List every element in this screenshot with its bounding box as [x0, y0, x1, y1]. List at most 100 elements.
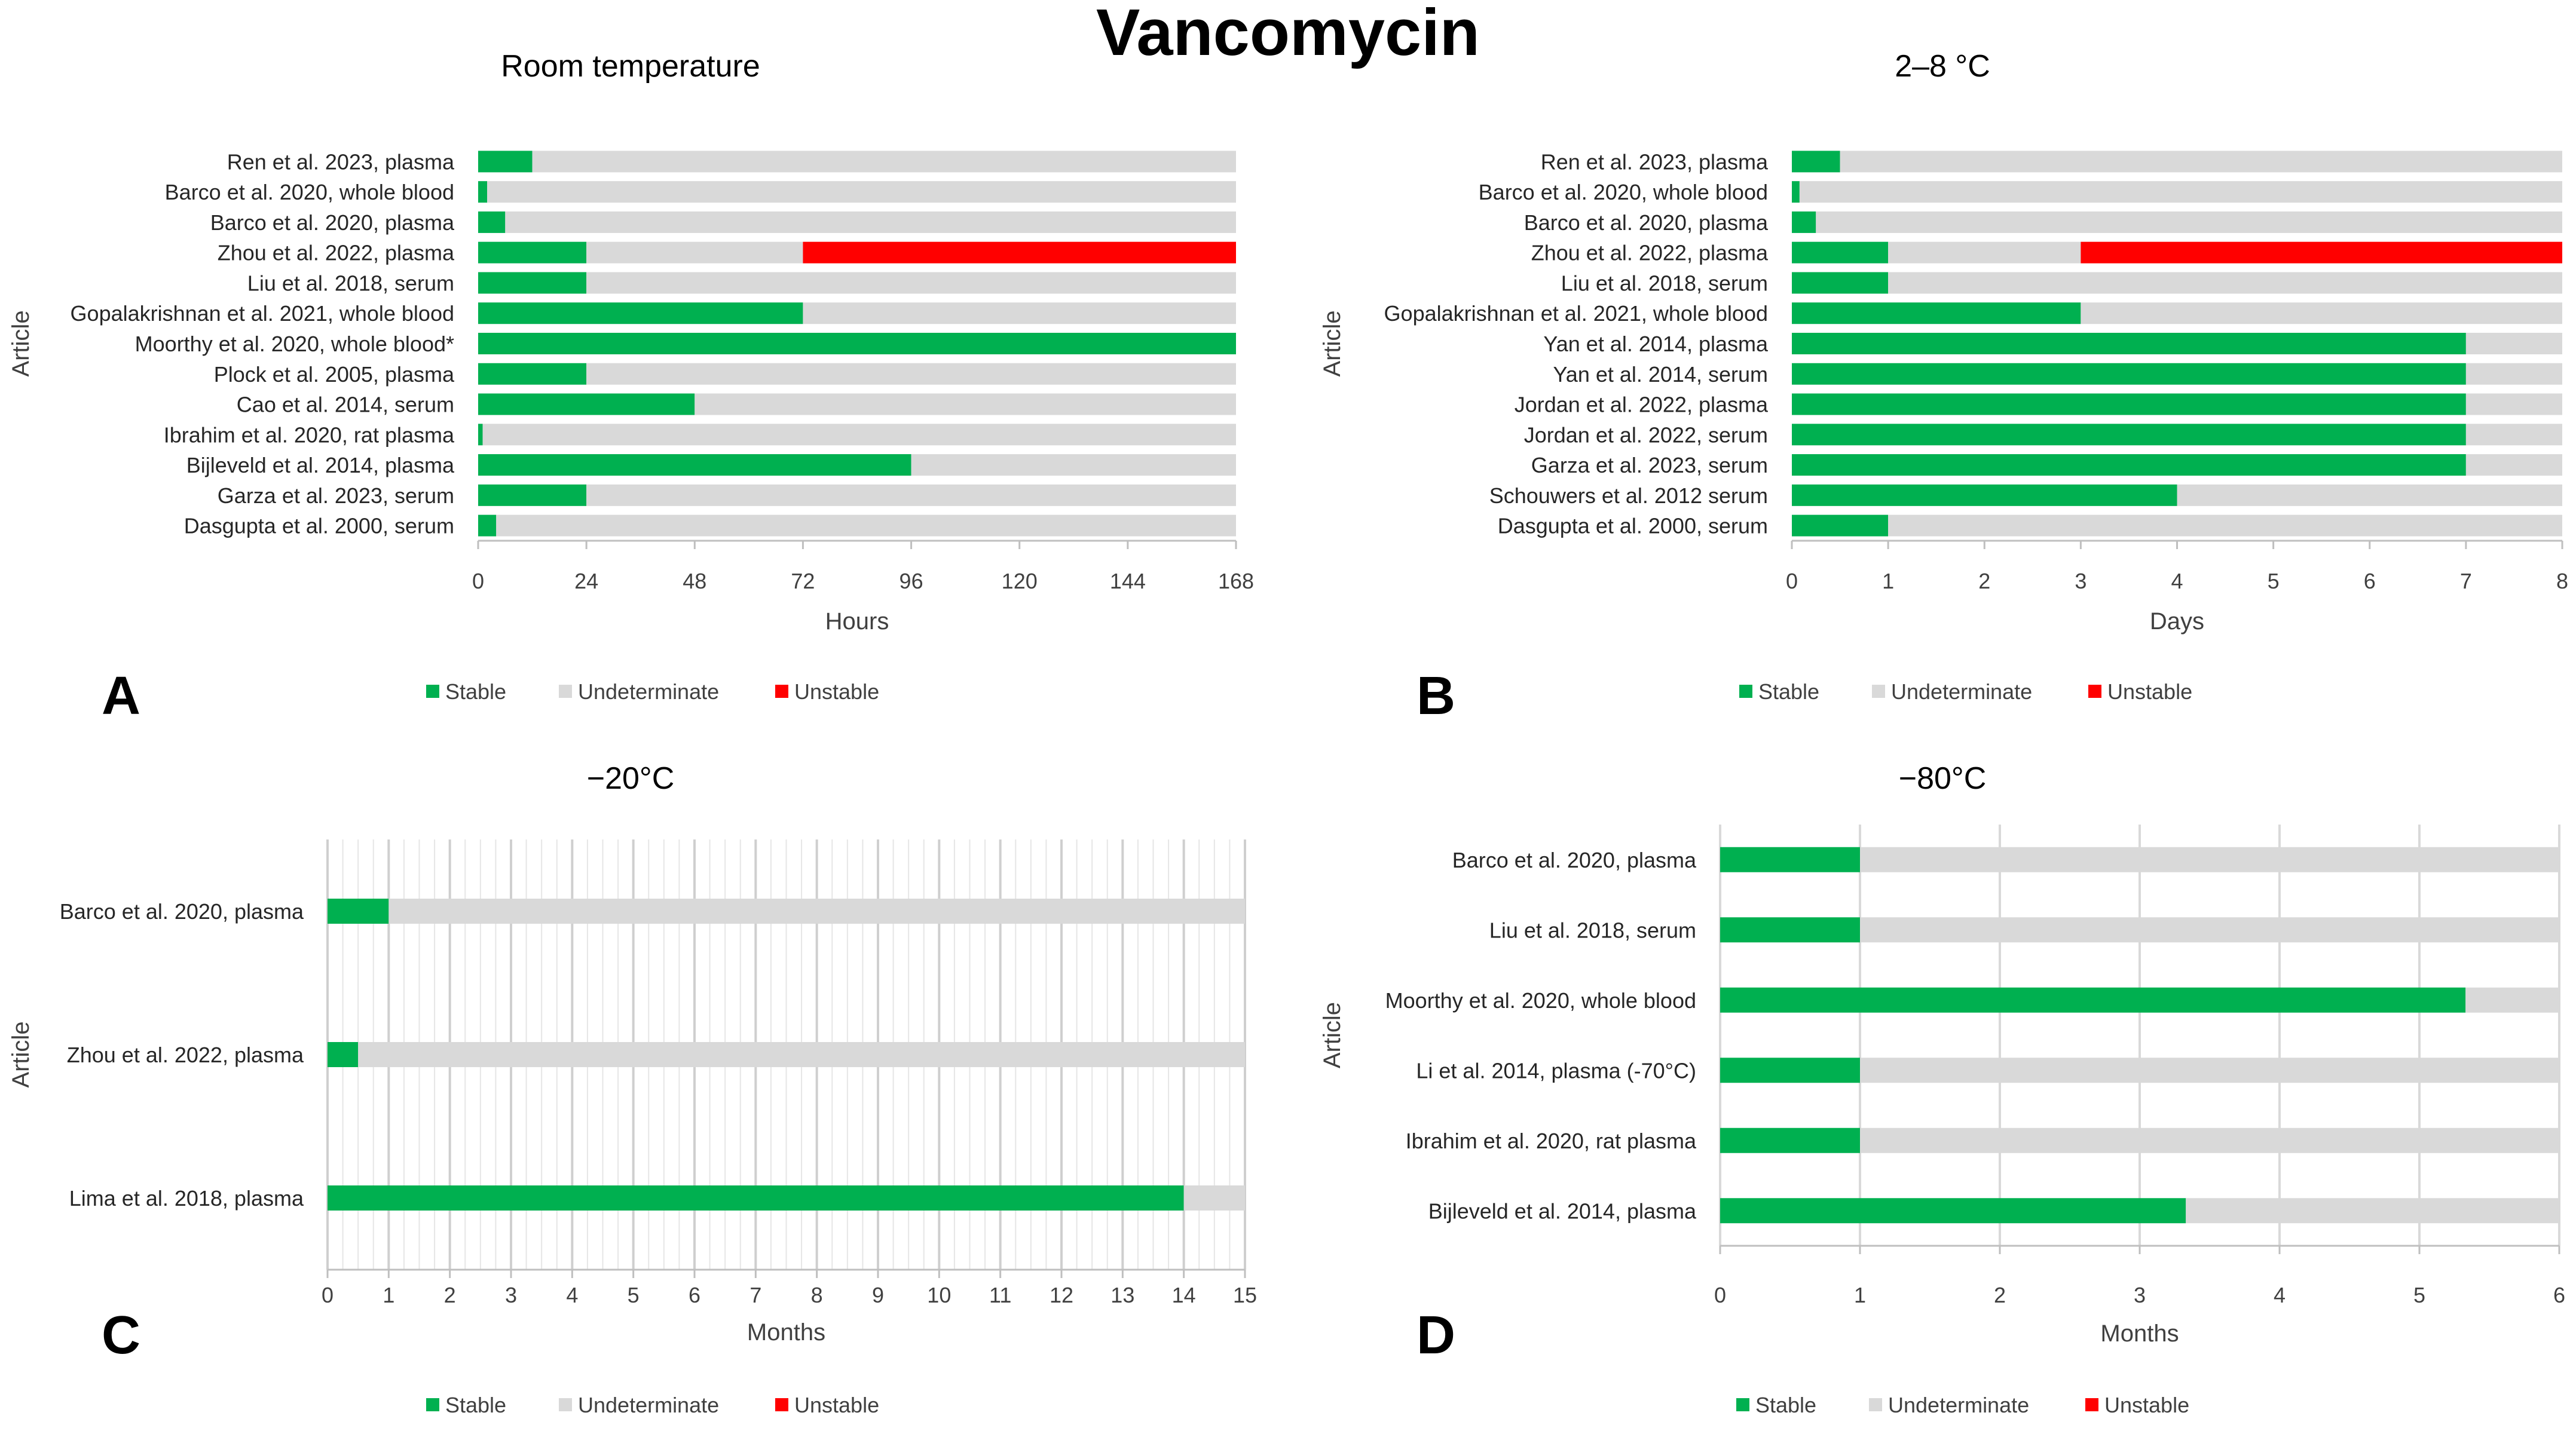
legend-swatch-stable	[1739, 685, 1752, 698]
panel-c: −20°C Barco et al. 2020, plasma Zhou et al…	[8, 761, 1257, 1417]
legend-swatch-unstable	[775, 685, 788, 698]
bar-stable-9	[1792, 393, 2466, 415]
category-label: Li et al. 2014, plasma (-70°C)	[1416, 1058, 1696, 1083]
panel-title: −20°C	[587, 761, 675, 796]
panel-d: −80°C Barco et al. 2020, plasma Liu et al.…	[1319, 761, 2565, 1417]
panel-title: Room temperature	[501, 49, 760, 84]
bar-undeterminate-3	[1183, 1185, 1245, 1211]
bar-undeterminate-9	[695, 393, 1236, 415]
legend-swatch-undeterminate	[559, 1398, 572, 1411]
bar-stable-13	[478, 514, 497, 537]
x-tick-label: 9	[872, 1283, 884, 1307]
x-tick-label: 1	[1882, 569, 1894, 593]
category-label: Plock et al. 2005, plasma	[214, 362, 455, 387]
x-axis-label: Months	[2100, 1320, 2179, 1347]
bar-undeterminate-1	[388, 899, 1246, 924]
x-tick-label: 3	[2075, 569, 2087, 593]
x-tick-label: 7	[749, 1283, 761, 1307]
bar-undeterminate-6	[803, 302, 1236, 324]
x-tick-label: 48	[683, 569, 706, 593]
category-label: Schouwers et al. 2012 serum	[1489, 483, 1768, 508]
x-tick-label: 0	[1786, 569, 1798, 593]
y-axis-label: Article	[1319, 310, 1345, 376]
legend-label: Undeterminate	[1888, 1393, 2029, 1417]
x-tick-label: 13	[1110, 1283, 1134, 1307]
legend-label: Stable	[445, 679, 506, 704]
panel-letter: A	[102, 666, 140, 726]
x-axis-label: Months	[747, 1319, 825, 1346]
bar-stable-10	[478, 424, 483, 446]
bar-stable-4	[478, 241, 587, 263]
legend: Stable Undeterminate Unstable	[1739, 679, 2192, 704]
category-label: Dasgupta et al. 2000, serum	[1498, 514, 1768, 538]
x-tick-label: 5	[2413, 1283, 2425, 1307]
bar-stable-3	[1792, 211, 1816, 233]
x-tick-label: 2	[444, 1283, 456, 1307]
legend-label: Stable	[1755, 1393, 1816, 1417]
bar-stable-2	[1792, 181, 1800, 203]
bar-stable-1	[1720, 847, 1860, 872]
bar-stable-7	[1792, 333, 2466, 354]
category-label: Jordan et al. 2022, serum	[1524, 422, 1768, 447]
bar-unstable-4	[2081, 241, 2562, 263]
bar-undeterminate-4	[1860, 1058, 2559, 1083]
x-tick-label: 168	[1218, 569, 1254, 593]
x-tick-label: 2	[1978, 569, 1990, 593]
category-label: Ibrahim et al. 2020, rat plasma	[164, 422, 455, 447]
legend-label: Unstable	[2104, 1393, 2189, 1417]
x-axis-label: Hours	[825, 608, 889, 635]
legend-swatch-undeterminate	[1872, 685, 1885, 698]
category-label: Gopalakrishnan et al. 2021, whole blood	[1384, 301, 1768, 326]
bar-stable-12	[1792, 484, 2177, 506]
bar-undeterminate-6	[2081, 302, 2562, 324]
category-label: Yan et al. 2014, serum	[1553, 362, 1768, 387]
x-tick-label: 1	[383, 1283, 394, 1307]
y-axis-label: Article	[8, 1021, 34, 1087]
category-label: Barco et al. 2020, whole blood	[165, 180, 454, 204]
bar-undeterminate-12	[586, 484, 1237, 506]
x-tick-label: 1	[1854, 1283, 1866, 1307]
category-label: Ibrahim et al. 2020, rat plasma	[1406, 1129, 1697, 1153]
category-label: Barco et al. 2020, plasma	[60, 899, 304, 924]
legend-label: Unstable	[2107, 679, 2192, 704]
category-label: Moorthy et al. 2020, whole blood	[1385, 988, 1696, 1013]
category-label: Barco et al. 2020, plasma	[210, 210, 455, 235]
category-label: Bijleveld et al. 2014, plasma	[186, 453, 455, 477]
x-axis-label: Days	[2150, 608, 2204, 635]
category-label: Zhou et al. 2022, plasma	[1531, 241, 1769, 265]
bar-stable-2	[328, 1042, 359, 1067]
bar-stable-3	[478, 211, 506, 233]
bar-undeterminate-11	[911, 454, 1236, 476]
bar-undeterminate-5	[1888, 272, 2562, 294]
bar-stable-1	[1792, 151, 1840, 173]
category-label: Barco et al. 2020, plasma	[1524, 210, 1769, 235]
x-tick-label: 2	[1994, 1283, 2006, 1307]
bar-stable-11	[478, 454, 911, 476]
category-label: Liu et al. 2018, serum	[247, 271, 454, 295]
bar-undeterminate-11	[2465, 454, 2562, 476]
bar-undeterminate-1	[1840, 151, 2562, 173]
bar-stable-1	[478, 151, 533, 173]
bar-stable-6	[1720, 1198, 2186, 1224]
category-label: Zhou et al. 2022, plasma	[67, 1043, 304, 1067]
bar-undeterminate-1	[532, 151, 1236, 173]
bar-undeterminate-12	[2177, 484, 2562, 506]
bar-stable-5	[1720, 1127, 1860, 1153]
x-tick-label: 7	[2460, 569, 2472, 593]
bar-stable-4	[1792, 241, 1889, 263]
bar-stable-8	[1792, 363, 2466, 385]
category-label: Garza et al. 2023, serum	[218, 483, 454, 508]
x-tick-label: 6	[2553, 1283, 2565, 1307]
x-tick-label: 15	[1233, 1283, 1257, 1307]
figure-title: Vancomycin	[1096, 0, 1480, 69]
category-label: Ren et al. 2023, plasma	[227, 149, 455, 174]
legend-label: Unstable	[794, 1393, 879, 1417]
x-tick-label: 120	[1002, 569, 1038, 593]
bar-stable-5	[1792, 272, 1889, 294]
category-label: Gopalakrishnan et al. 2021, whole blood	[71, 301, 454, 326]
legend: Stable Undeterminate Unstable	[426, 679, 879, 704]
bar-stable-5	[478, 272, 587, 294]
category-label: Zhou et al. 2022, plasma	[218, 241, 455, 265]
legend-swatch-undeterminate	[559, 685, 572, 698]
bar-stable-1	[328, 899, 389, 924]
